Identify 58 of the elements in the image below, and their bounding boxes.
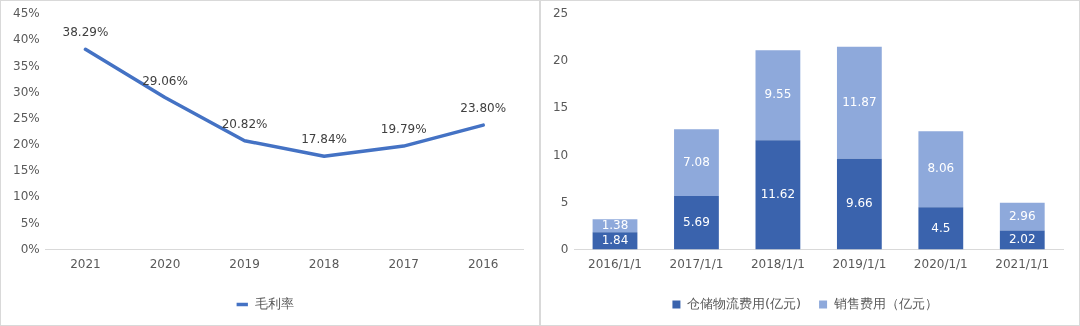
data-label: 9.55 [764,87,792,102]
data-label: 5.69 [683,214,710,229]
bar [918,131,964,208]
y-tick-label: 15% [13,163,40,178]
x-tick-label: 2019/1/1 [832,256,887,271]
data-label: 11.62 [760,187,796,202]
bar [674,196,719,250]
y-tick-label: 10 [552,147,569,162]
data-label: 1.84 [601,233,629,248]
bar [755,50,801,141]
data-label: 8.06 [927,161,955,176]
x-tick-label: 2020 [149,256,181,271]
y-tick-label: 5% [20,215,40,230]
x-tick-label: 2016 [467,256,499,271]
y-tick-label: 25 [552,6,569,21]
x-tick-label: 2017/1/1 [669,256,724,271]
y-tick-label: 35% [13,58,40,73]
bar [999,202,1045,231]
x-tick-label: 2019 [229,256,260,271]
x-tick-label: 2018/1/1 [750,256,805,271]
y-tick-label: 30% [13,84,40,99]
data-label: 38.29% [62,25,109,40]
x-tick-label: 2018 [308,256,340,271]
x-tick-label: 2020/1/1 [913,256,968,271]
data-label: 23.80% [460,101,507,116]
y-tick-label: 25% [13,110,40,125]
data-label: 20.82% [221,116,268,131]
data-label: 7.08 [683,154,710,169]
data-label: 9.66 [846,196,873,211]
y-tick-label: 0% [20,241,40,256]
x-tick-label: 2016/1/1 [588,256,642,271]
y-tick-label: 45% [13,6,40,21]
y-tick-label: 40% [13,32,40,47]
bar [836,158,882,250]
bar [755,140,801,250]
data-label: 19.79% [380,122,427,137]
y-tick-label: 0 [560,241,569,256]
y-tick-label: 20% [13,137,40,152]
bar [674,129,719,197]
data-label: 2.96 [1008,208,1036,223]
bar [836,46,882,159]
x-tick-label: 2021 [70,256,101,271]
data-label: 17.84% [301,132,347,147]
x-tick-label: 2021/1/1 [995,256,1050,271]
data-label: 11.87 [842,94,877,109]
legend-label: 销售费用（亿元） [832,295,938,311]
legend-label: 仓储物流费用(亿元) [686,295,802,311]
data-label: 29.06% [142,73,188,88]
y-tick-label: 10% [13,189,40,204]
x-tick-label: 2017 [388,256,419,271]
data-label: 2.02 [1008,232,1036,247]
y-tick-label: 20 [552,53,569,68]
bar [918,207,964,250]
y-tick-label: 15 [552,100,569,115]
data-label: 1.38 [601,217,629,232]
y-tick-label: 5 [560,194,569,209]
legend-label: 毛利率 [255,295,295,311]
data-label: 4.5 [931,220,951,235]
